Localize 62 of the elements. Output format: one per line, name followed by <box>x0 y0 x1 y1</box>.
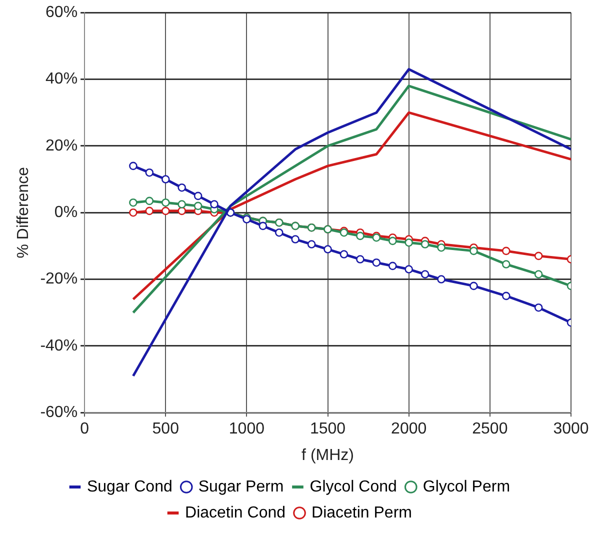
y-tick-label: -60% <box>40 404 78 422</box>
point <box>502 260 510 268</box>
legend-label: Glycol Cond <box>310 478 397 496</box>
point <box>145 206 154 216</box>
point <box>340 250 348 258</box>
x-tick-label: 0 <box>80 420 90 438</box>
point <box>534 303 543 312</box>
point <box>470 246 478 256</box>
x-axis-title: f (MHz) <box>302 446 354 464</box>
point <box>178 200 186 208</box>
x-tick-label: 1000 <box>228 420 265 438</box>
y-tick-label: 60% <box>46 4 78 22</box>
y-tick-label: 40% <box>46 70 78 88</box>
point <box>404 238 413 247</box>
y-tick-label: 0% <box>54 204 78 222</box>
legend-label: Diacetin Cond <box>185 504 286 522</box>
point <box>129 208 138 217</box>
point <box>194 202 202 210</box>
legend-label: Sugar Cond <box>86 478 172 496</box>
point <box>129 198 138 207</box>
y-tick-label: -20% <box>40 270 78 288</box>
point <box>470 282 478 290</box>
point <box>420 240 430 248</box>
point <box>194 192 202 200</box>
point <box>161 175 170 184</box>
point <box>145 168 154 177</box>
point <box>161 206 170 216</box>
x-tick-label: 3000 <box>553 420 589 438</box>
point <box>129 162 138 170</box>
point <box>388 236 397 246</box>
point <box>437 243 446 252</box>
point <box>324 245 332 254</box>
x-tick-label: 500 <box>152 420 180 438</box>
y-tick-label: -40% <box>40 337 78 354</box>
point <box>210 200 218 208</box>
point <box>307 240 316 248</box>
point <box>356 255 364 264</box>
x-tick-label: 2000 <box>391 420 427 438</box>
point <box>356 232 364 240</box>
point <box>502 292 510 300</box>
point <box>258 222 268 230</box>
legend-label: Glycol Perm <box>422 478 510 496</box>
point <box>274 228 284 237</box>
point <box>437 275 446 284</box>
legend-label: Sugar Perm <box>198 478 284 496</box>
point <box>145 196 154 206</box>
x-tick-label: 2500 <box>472 420 508 438</box>
point <box>161 198 170 207</box>
y-tick-label: 20% <box>46 137 78 154</box>
point <box>178 183 186 192</box>
point <box>534 252 543 260</box>
legend-label: Diacetin Perm <box>312 504 412 522</box>
point <box>420 270 430 278</box>
point <box>291 235 300 244</box>
point <box>178 206 186 216</box>
point <box>502 246 510 256</box>
point <box>404 265 413 274</box>
x-tick-label: 1500 <box>310 420 346 438</box>
point <box>372 258 381 267</box>
y-axis-title: % Difference <box>15 166 32 258</box>
point <box>534 270 543 278</box>
point <box>388 262 397 270</box>
